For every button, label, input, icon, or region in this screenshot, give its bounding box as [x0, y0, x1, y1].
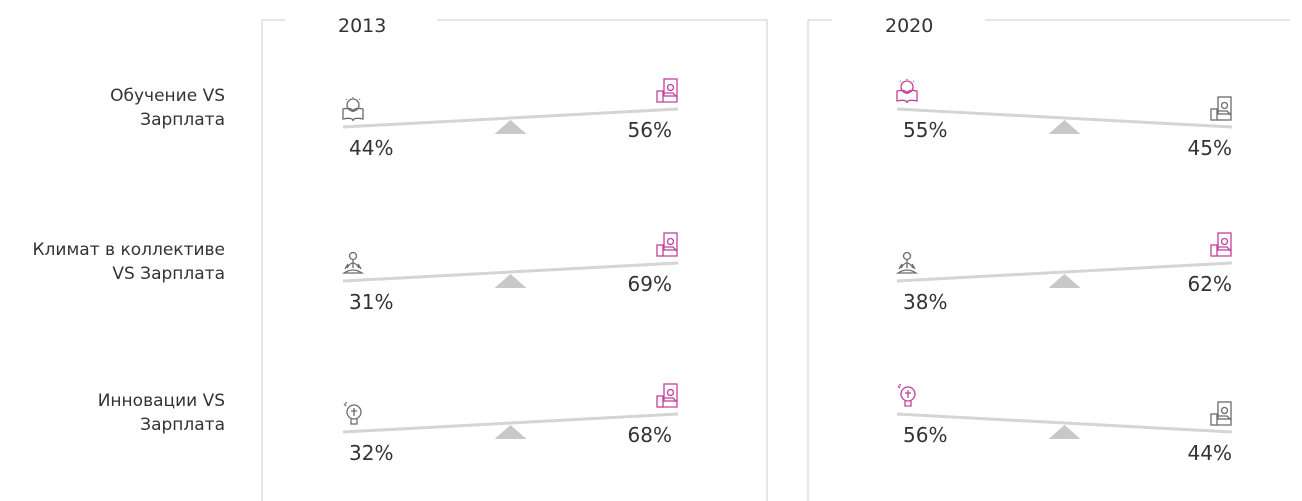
- icon-part: [1220, 406, 1229, 415]
- right-value: 44%: [1188, 441, 1232, 465]
- icon-part: [656, 395, 664, 408]
- icon-part: [663, 383, 678, 402]
- row-label: VS Зарплата: [112, 264, 225, 284]
- seesaw-beam: [896, 107, 1233, 129]
- icon-part: [899, 79, 915, 83]
- right-value: 62%: [1188, 272, 1232, 296]
- seesaw-beam: [896, 412, 1233, 434]
- icon-part: [1217, 96, 1232, 115]
- fulcrum: [1048, 274, 1081, 288]
- icon-part: [1220, 101, 1229, 110]
- icon-part: [1217, 110, 1232, 121]
- left-value: 44%: [349, 136, 393, 160]
- icon-part: [1210, 108, 1218, 121]
- person-icon: [895, 251, 919, 274]
- icon-part: [346, 98, 360, 112]
- money-icon: [656, 78, 678, 103]
- icon-part: [900, 386, 916, 402]
- icon-part: [663, 78, 678, 97]
- book-icon: [342, 97, 364, 122]
- money-icon: [1210, 96, 1232, 121]
- icon-part: [900, 80, 914, 94]
- icon-part: [663, 92, 678, 103]
- icon-part: [656, 244, 664, 257]
- icon-part: [1217, 232, 1232, 251]
- seesaw-beam: [342, 261, 679, 283]
- money-icon: [1210, 401, 1232, 426]
- money-icon: [656, 383, 678, 408]
- icon-part: [346, 404, 362, 420]
- left-value: 32%: [349, 441, 393, 465]
- book-icon: [896, 79, 918, 104]
- icon-part: [666, 237, 675, 246]
- left-value: 38%: [903, 290, 947, 314]
- icon-part: [1210, 413, 1218, 426]
- icon-part: [897, 384, 912, 407]
- icon-part: [666, 388, 675, 397]
- bulb-icon: [897, 384, 916, 407]
- right-value: 69%: [628, 272, 672, 296]
- money-icon: [656, 232, 678, 257]
- row-label: Климат в коллективе: [32, 240, 225, 260]
- right-value: 45%: [1188, 136, 1232, 160]
- fulcrum: [1048, 120, 1081, 134]
- icon-part: [902, 251, 912, 261]
- fulcrum: [494, 120, 527, 134]
- icon-part: [1217, 401, 1232, 420]
- icon-part: [663, 246, 678, 257]
- icon-part: [1220, 237, 1229, 246]
- icon-part: [1210, 244, 1218, 257]
- icon-part: [663, 397, 678, 408]
- fulcrum: [494, 425, 527, 439]
- right-value: 68%: [628, 423, 672, 447]
- icon-part: [348, 251, 358, 261]
- seesaw-beam: [342, 412, 679, 434]
- panel-title: 2013: [338, 15, 386, 37]
- money-icon: [1210, 232, 1232, 257]
- panel-title: 2020: [885, 15, 933, 37]
- left-value: 56%: [903, 423, 947, 447]
- panel-frame: [261, 19, 285, 501]
- fulcrum: [494, 274, 527, 288]
- icon-part: [656, 90, 664, 103]
- icon-part: [341, 260, 365, 274]
- row-label: Зарплата: [140, 110, 225, 130]
- panel-frame: [807, 19, 832, 501]
- icon-part: [1217, 415, 1232, 426]
- icon-part: [663, 232, 678, 251]
- seesaw-beam: [896, 261, 1233, 283]
- icon-part: [896, 89, 918, 104]
- panel-frame: [437, 19, 768, 501]
- seesaw-beam: [342, 107, 679, 129]
- row-label: Зарплата: [140, 415, 225, 435]
- icon-part: [895, 260, 919, 274]
- row-label: Инновации VS: [98, 391, 225, 411]
- bulb-icon: [343, 402, 362, 425]
- person-icon: [341, 251, 365, 274]
- icon-part: [666, 83, 675, 92]
- row-label: Обучение VS: [110, 86, 225, 106]
- left-value: 31%: [349, 290, 393, 314]
- icon-part: [1217, 246, 1232, 257]
- icon-part: [343, 402, 358, 425]
- fulcrum: [1048, 425, 1081, 439]
- icon-part: [342, 107, 364, 122]
- left-value: 55%: [903, 118, 947, 142]
- icon-part: [345, 97, 361, 101]
- right-value: 56%: [628, 118, 672, 142]
